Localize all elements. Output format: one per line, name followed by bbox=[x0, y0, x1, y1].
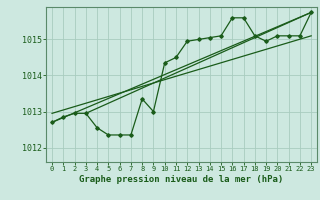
X-axis label: Graphe pression niveau de la mer (hPa): Graphe pression niveau de la mer (hPa) bbox=[79, 175, 284, 184]
